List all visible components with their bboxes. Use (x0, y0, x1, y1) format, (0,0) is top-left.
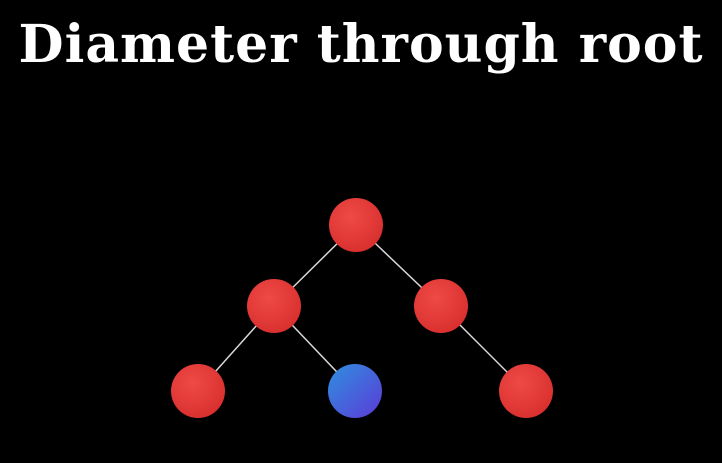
page-title: Diameter through root (18, 14, 704, 75)
tree-node-right-right (499, 364, 553, 418)
tree-node-left-left (171, 364, 225, 418)
tree-node-root (329, 198, 383, 252)
tree-node-right (414, 279, 468, 333)
tree-node-left (247, 279, 301, 333)
tree-node-left-right-highlighted (328, 364, 382, 418)
